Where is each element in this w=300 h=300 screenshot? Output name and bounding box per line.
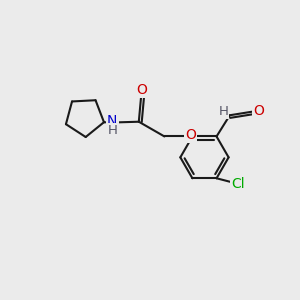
Text: O: O [253,104,264,118]
Text: Cl: Cl [231,177,244,190]
Text: H: H [218,105,228,118]
Text: H: H [108,124,118,137]
Text: O: O [136,83,147,97]
Text: N: N [107,114,118,128]
Text: O: O [185,128,196,142]
